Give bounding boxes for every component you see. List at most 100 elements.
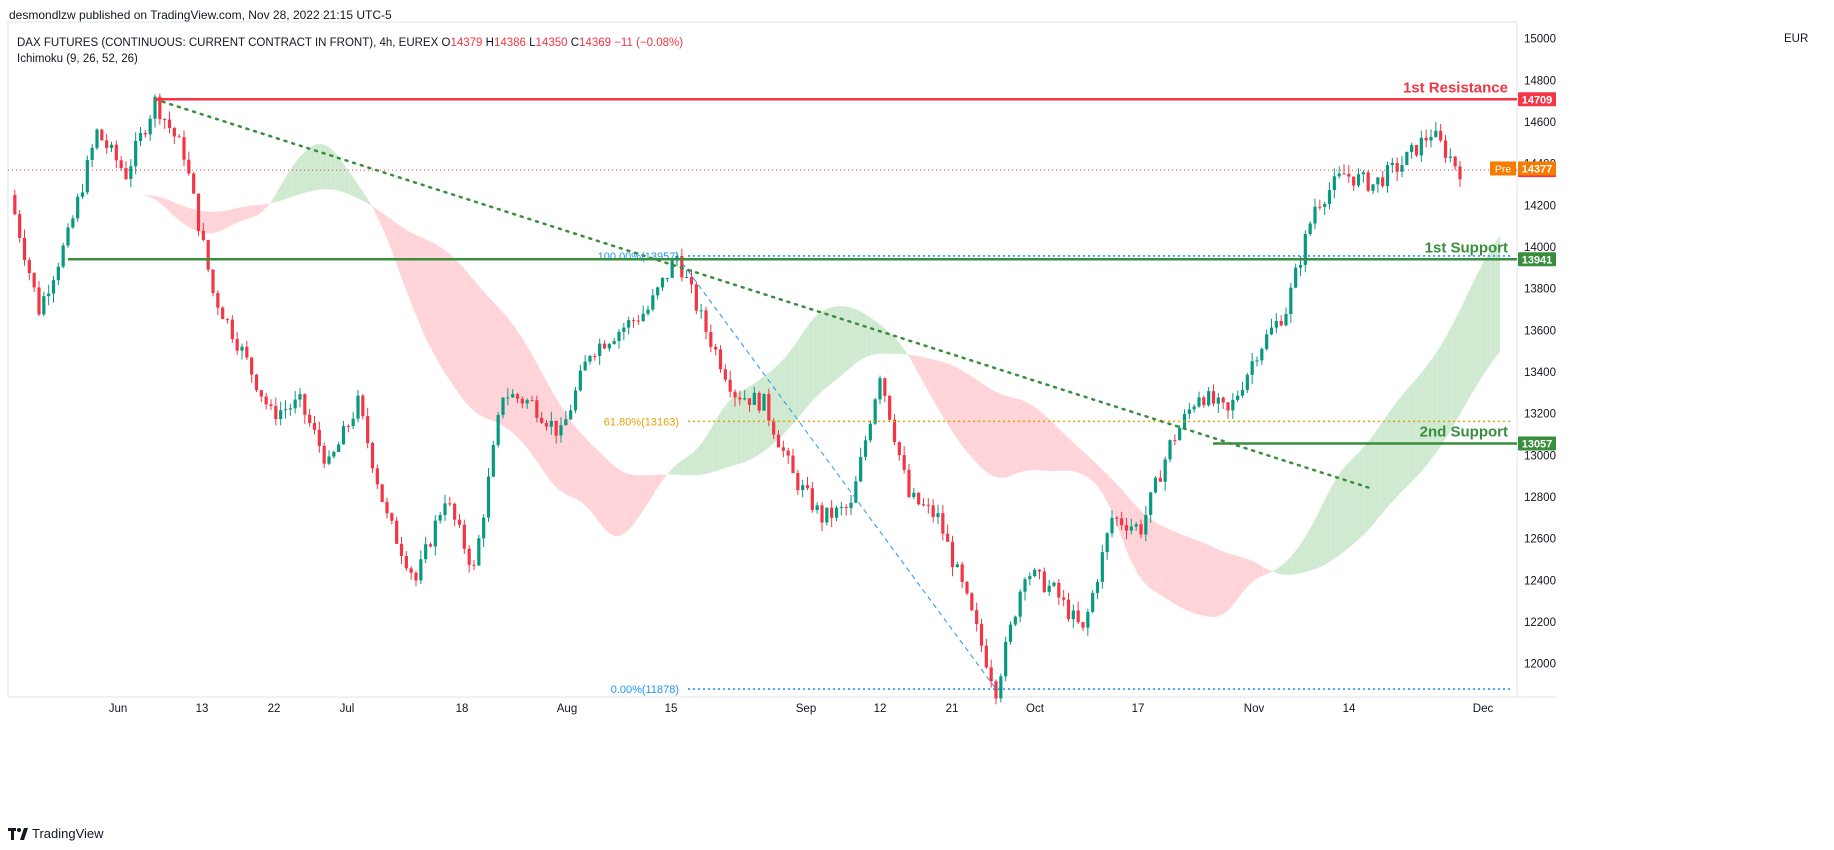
ichimoku-cloud-bear: [180, 205, 186, 225]
ichimoku-cloud-bear: [605, 458, 611, 535]
candle-down: [892, 419, 897, 443]
candle-up: [627, 320, 631, 328]
candle-down: [709, 331, 713, 347]
candle-up: [1052, 582, 1056, 586]
candle-down: [250, 357, 254, 375]
candle-up: [240, 346, 244, 351]
candle-up: [71, 218, 75, 228]
ichimoku-cloud-bear: [1132, 502, 1138, 574]
ichimoku-cloud-bear: [1026, 402, 1032, 471]
level-label: 1st Resistance: [1403, 79, 1508, 96]
ichimoku-cloud-bear: [393, 220, 398, 269]
ichimoku-cloud-bull: [1480, 258, 1486, 379]
candle-down: [312, 423, 317, 430]
ichimoku-cloud-bear: [509, 319, 514, 434]
ichimoku-cloud-bear: [209, 211, 215, 234]
candle-up: [525, 400, 529, 404]
candle-up: [1356, 174, 1361, 186]
candle-up: [1071, 610, 1075, 620]
candle-up: [486, 476, 491, 518]
candle-down: [883, 378, 887, 396]
candle-up: [1250, 361, 1254, 375]
tradingview-brand[interactable]: TradingView: [8, 826, 104, 841]
ichimoku-cloud-bear: [1243, 557, 1249, 591]
candle-down: [230, 319, 234, 340]
candle-down: [1139, 524, 1143, 535]
ichimoku-cloud-bull: [668, 467, 674, 475]
candle-down: [1381, 177, 1385, 187]
ichimoku-cloud-bear: [997, 392, 1003, 478]
candle-down: [32, 272, 36, 288]
ichimoku-cloud-bull: [678, 459, 684, 475]
candle-down: [105, 140, 109, 148]
y-tick-label: 14000: [1524, 242, 1556, 254]
candle-up: [129, 166, 133, 180]
ichimoku-cloud-bear: [1190, 537, 1196, 614]
candle-up: [762, 393, 766, 411]
candle-up: [849, 502, 853, 509]
candle-down: [965, 581, 969, 594]
ichimoku-cloud-bull: [1359, 445, 1365, 539]
ichimoku-cloud-bull: [272, 191, 278, 203]
candle-down: [124, 168, 128, 180]
candle-down: [399, 543, 404, 557]
downtrend-line: [153, 98, 1374, 490]
candle-up: [56, 266, 60, 281]
ichimoku-cloud-bear: [1069, 439, 1075, 472]
candle-up: [578, 370, 582, 391]
candle-down: [1342, 173, 1346, 175]
ichimoku-cloud-bear: [1089, 457, 1094, 483]
candle-up: [559, 425, 563, 436]
candle-up: [148, 118, 152, 135]
ichimoku-cloud-bear: [982, 383, 988, 473]
candle-up: [656, 287, 660, 296]
ichimoku-cloud-bull: [1292, 549, 1297, 575]
x-tick-label: 12: [874, 703, 887, 715]
candle-up: [617, 331, 621, 342]
ichimoku-cloud-bear: [523, 340, 529, 450]
candle-down: [1318, 206, 1322, 208]
ichimoku-cloud-bear: [398, 224, 403, 282]
candle-down: [1042, 571, 1046, 592]
candle-up: [1405, 151, 1409, 166]
candle-down: [984, 645, 988, 668]
candle-up: [651, 295, 655, 310]
ichimoku-cloud-bear: [1156, 523, 1162, 596]
candle-up: [1419, 137, 1423, 156]
candle-up: [1149, 492, 1153, 515]
candle-up: [1313, 206, 1317, 224]
level-label: 2nd Support: [1420, 423, 1508, 440]
candle-down: [757, 392, 761, 411]
candle-up: [356, 395, 360, 419]
candle-up: [1274, 320, 1278, 328]
ichimoku-cloud-bull: [726, 398, 732, 468]
candle-up: [1144, 514, 1148, 535]
ichimoku-cloud-bull: [315, 144, 321, 191]
candle-up: [1245, 374, 1249, 390]
fib-level-label: 0.00%(11878): [611, 684, 679, 696]
ichimoku-cloud-bear: [151, 195, 157, 201]
candle-up: [564, 419, 568, 426]
ichimoku-cloud-bull: [784, 352, 790, 433]
candle-down: [723, 369, 727, 380]
legend-close: 14369: [579, 37, 612, 49]
ichimoku-cloud-bear: [1176, 532, 1181, 608]
ichimoku-cloud-bull: [721, 403, 727, 470]
ichimoku-cloud-bear: [581, 433, 587, 507]
ichimoku-cloud-bear: [1060, 429, 1065, 471]
candle-down: [1057, 582, 1061, 598]
ichimoku-cloud-bear: [1007, 396, 1012, 478]
ichimoku-cloud-bear: [572, 422, 577, 500]
ichimoku-cloud-bear: [944, 362, 949, 427]
candle-down: [114, 144, 118, 161]
candle-up: [1323, 203, 1327, 207]
candle-up: [743, 398, 747, 400]
ichimoku-cloud-bear: [915, 355, 920, 377]
ichimoku-cloud-bull: [741, 388, 746, 464]
candle-up: [47, 293, 51, 297]
ichimoku-cloud-bear: [446, 251, 452, 383]
ichimoku-cloud-bear: [1084, 452, 1090, 479]
candle-down: [375, 468, 379, 485]
ichimoku-cloud-bull: [688, 452, 693, 476]
